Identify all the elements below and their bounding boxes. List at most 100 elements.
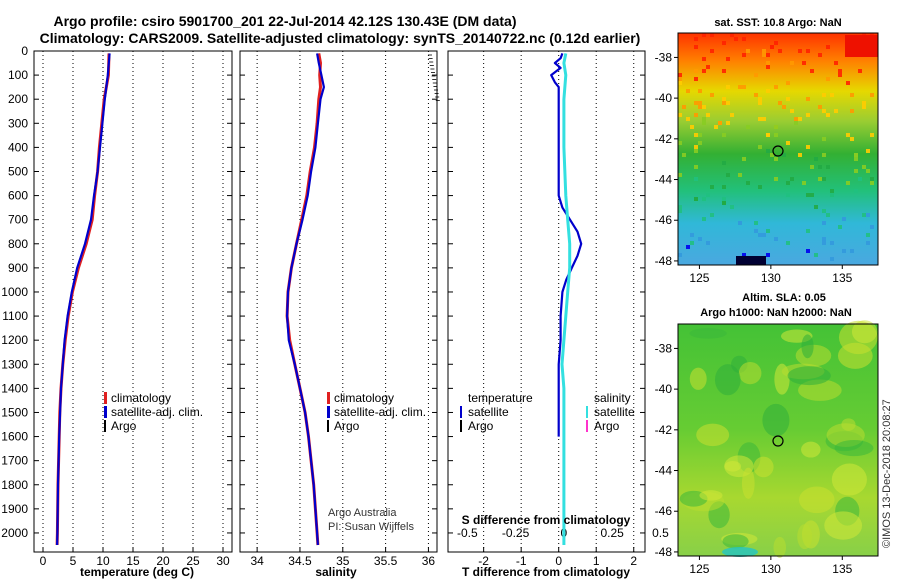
sst-pixel [754,221,758,225]
sst-pixel [686,117,690,121]
sst-pixel [838,225,842,229]
sst-pixel [806,145,810,149]
depth-tick-label: 1600 [1,430,28,444]
sla-blob [753,456,774,478]
sst-pixel [822,221,826,225]
difference-panel: -2 -1 0 1 2-0.5 -0.25 0 0.25 0.5 [447,50,669,568]
sst-pixel [710,185,714,189]
sst-pixel [834,109,838,113]
x-tick-label: 2 [630,554,637,568]
sla-blob [762,403,790,437]
sst-pixel [798,117,802,121]
sla-blob [824,511,863,540]
sst-pixel [726,173,730,177]
depth-tick-label: 1100 [2,309,28,323]
sst-pixel [738,173,742,177]
sst-pixel [786,97,790,101]
depth-tick-label: 300 [8,116,28,130]
sst-pixel [810,165,814,169]
sst-pixel [814,253,818,257]
sst-pixel [850,109,854,113]
sst-pixel [694,37,698,41]
sla-map: Altim. SLA: 0.05 Argo h1000: NaN h2000: … [677,292,879,558]
sst-pixel [702,197,706,201]
depth-tick-label: 1700 [1,454,28,468]
sst-pixel [758,145,762,149]
sst-pixel [826,165,830,169]
sst-pixel [690,125,694,129]
sst-pixel [736,256,766,265]
depth-tick-label: 100 [8,68,28,82]
legend-label-argo: Argo [334,419,360,433]
sst-pixel [730,113,734,117]
lon-tick-label: 135 [832,271,852,285]
sst-pixel [790,109,794,113]
sst-pixel [766,53,770,57]
sst-pixel [690,233,694,237]
sst-pixel [722,101,726,105]
t-diff-axis-label: T difference from climatology [462,565,630,579]
sst-pixel [774,125,778,129]
credit-line-1: Argo Australia [328,507,397,519]
x-tick-label: 0 [555,554,562,568]
salinity-axis-label: salinity [315,565,357,579]
sst-pixel [730,205,734,209]
depth-tick-label: 700 [8,213,28,227]
legend-heading-temperature: temperature [468,391,533,405]
sst-pixel [702,105,706,109]
sst-pixel [694,101,698,105]
sst-pixel [678,209,682,213]
sst-pixel [826,113,830,117]
sst-pixel [826,77,830,81]
sst-pixel [706,241,710,245]
sst-pixel [722,185,726,189]
sst-pixel [826,45,830,49]
sst-pixel [850,93,854,97]
sst-pixel [762,53,766,57]
sla-blob [699,490,723,501]
sst-pixel [806,113,810,117]
lat-tick-label: -46 [655,213,673,227]
sst-pixel [726,121,730,125]
sla-map-title-2: Argo h1000: NaN h2000: NaN [700,307,852,319]
sst-pixel [762,233,766,237]
sla-blob [773,536,786,558]
x-tick-label: 30 [216,554,230,568]
difference-legend: temperature satellite Argo salinity sate… [460,391,635,433]
depth-tick-label: 1400 [1,381,28,395]
sst-pixel [722,201,726,205]
sst-pixel [818,165,822,169]
legend-swatch-s-satellite [586,406,588,418]
sst-pixel [698,141,702,145]
sla-map-frame [677,323,879,557]
sst-pixel [846,81,850,85]
sst-pixel [814,205,818,209]
sst-pixel [694,45,698,49]
s-diff-tick-label: -0.5 [457,526,478,540]
x-tick-label: 35 [336,554,350,568]
sst-pixel [678,81,682,85]
sla-map-title-1: Altim. SLA: 0.05 [742,292,826,304]
sla-blob [837,342,873,369]
salinity-legend: climatology satellite-adj. clim. Argo [327,391,426,433]
watermark: ©IMOS 13-Dec-2018 20:08:27 [881,399,893,548]
sst-pixel [830,189,834,193]
sst-pixel [806,193,810,197]
sla-blob [741,467,755,499]
sst-pixel [710,213,714,217]
legend-label-t-argo: Argo [468,419,494,433]
legend-swatch-t-argo [460,420,462,432]
sst-pixel [806,49,810,53]
sst-pixel [694,113,698,117]
s-diff-tick-label: 0.25 [600,526,624,540]
x-tick-label: -2 [478,554,489,568]
depth-tick-label: 1500 [1,405,28,419]
sst-pixel [678,73,682,77]
legend-label-argo: Argo [111,419,137,433]
sst-pixel [722,41,726,45]
sst-pixel [870,177,874,181]
sla-blob [689,328,727,339]
depth-tick-label: 1000 [1,285,28,299]
legend-swatch-s-argo [586,420,588,432]
